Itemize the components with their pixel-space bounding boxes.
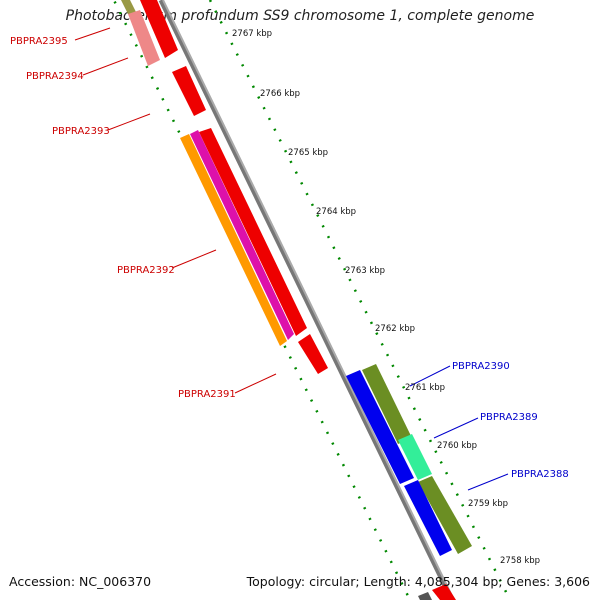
gene-labels: PBPRA2395 PBPRA2394 PBPRA2393 PBPRA2392 … bbox=[10, 36, 569, 480]
gene-PBPRA2393 bbox=[172, 66, 206, 116]
gene-PBPRA2392-magenta bbox=[190, 130, 294, 340]
gene-label-PBPRA2388: PBPRA2388 bbox=[511, 469, 569, 480]
gene-bottom-red bbox=[432, 584, 456, 600]
gene-label-PBPRA2392: PBPRA2392 bbox=[117, 265, 175, 276]
outer-tick-ring bbox=[208, 0, 512, 600]
forward-strand-genes bbox=[346, 364, 472, 600]
gene-PBPRA2388-blue bbox=[404, 480, 452, 556]
gene-PBPRA2388-olive bbox=[418, 476, 472, 554]
scale-label-2763: 2763 kbp bbox=[345, 266, 385, 276]
gene-PBPRA2390-olive bbox=[362, 364, 412, 444]
gene-label-PBPRA2390: PBPRA2390 bbox=[452, 361, 510, 372]
gene-label-PBPRA2395: PBPRA2395 bbox=[10, 36, 68, 47]
map-title: Photobacterium profundum SS9 chromosome … bbox=[65, 8, 535, 24]
gene-PBPRA2395-a bbox=[121, 0, 137, 14]
gene-PBPRA2391 bbox=[298, 334, 328, 374]
accession-text: Accession: NC_006370 bbox=[9, 574, 152, 589]
scale-label-2761: 2761 kbp bbox=[405, 383, 445, 393]
gene-PBPRA2392-red bbox=[199, 128, 307, 336]
gene-PBPRA2390-blue bbox=[346, 370, 414, 484]
label-leaders bbox=[74, 27, 509, 491]
scale-label-2758: 2758 kbp bbox=[500, 556, 540, 566]
scale-label-2764: 2764 kbp bbox=[316, 207, 356, 217]
reverse-strand-genes bbox=[121, 0, 328, 374]
scale-label-2765: 2765 kbp bbox=[288, 148, 328, 158]
scale-label-2762: 2762 kbp bbox=[375, 324, 415, 334]
gene-PBPRA2389 bbox=[398, 434, 432, 480]
gene-label-PBPRA2394: PBPRA2394 bbox=[26, 71, 84, 82]
gene-PBPRA2392-orange bbox=[180, 134, 287, 346]
backbone bbox=[158, 0, 455, 600]
scale-label-2767: 2767 kbp bbox=[232, 29, 272, 39]
gene-PBPRA2394 bbox=[128, 10, 160, 66]
scale-label-2760: 2760 kbp bbox=[437, 441, 477, 451]
gene-bottom-gray bbox=[418, 592, 432, 600]
gene-PBPRA2395-b bbox=[140, 0, 178, 58]
gene-label-PBPRA2391: PBPRA2391 bbox=[178, 389, 236, 400]
topology-text: Topology: circular; Length: 4,085,304 bp… bbox=[246, 574, 590, 589]
gene-label-PBPRA2389: PBPRA2389 bbox=[480, 412, 538, 423]
gene-label-PBPRA2393: PBPRA2393 bbox=[52, 126, 110, 137]
scale-label-2759: 2759 kbp bbox=[468, 499, 508, 509]
inner-tick-ring bbox=[112, 0, 412, 600]
scale-labels: 2767 kbp 2766 kbp 2765 kbp 2764 kbp 2763… bbox=[232, 29, 540, 566]
scale-label-2766: 2766 kbp bbox=[260, 89, 300, 99]
